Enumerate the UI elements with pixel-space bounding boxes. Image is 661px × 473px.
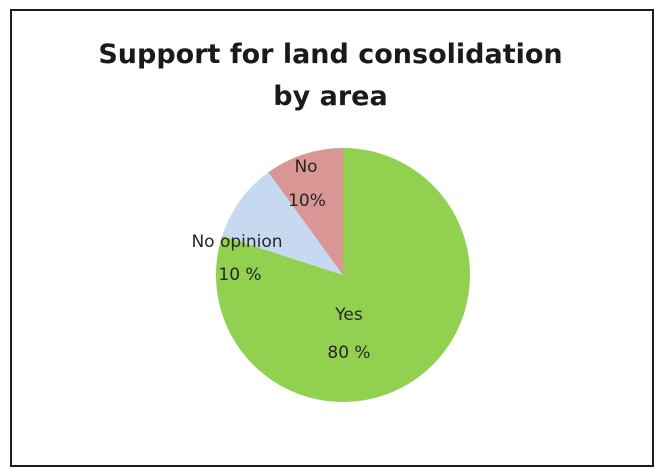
slice-label-no: No (294, 157, 317, 177)
slice-value-no: 10% (288, 191, 326, 211)
slice-value-yes: 80 % (327, 343, 370, 363)
slice-label-no-opinion: No opinion (191, 232, 282, 252)
chart-title: Support for land consolidation by area (0, 34, 661, 118)
slice-value-no-opinion: 10 % (218, 265, 261, 285)
pie-slice-no-opinion (222, 172, 343, 275)
chart-title-line-1: Support for land consolidation (98, 39, 563, 70)
slice-label-yes: Yes (334, 305, 363, 325)
chart-title-line-2: by area (273, 81, 388, 112)
pie-slice-no (268, 148, 343, 275)
